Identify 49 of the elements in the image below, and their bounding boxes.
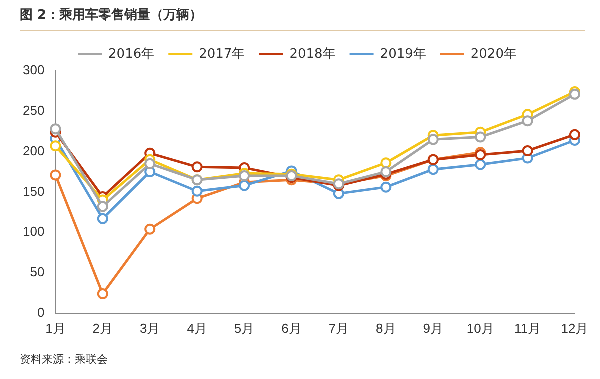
point — [475, 132, 486, 143]
y-tick-label: 250 — [22, 102, 45, 118]
text: 资料来源：乘联会 — [20, 352, 108, 367]
point — [475, 159, 486, 170]
point — [239, 170, 250, 182]
x-tick-label: 8月 — [376, 320, 396, 336]
x-tick-label: 11月 — [514, 320, 542, 336]
point — [97, 201, 108, 212]
point — [522, 145, 534, 156]
point — [475, 150, 486, 161]
legend-label: 2020年 — [470, 46, 517, 62]
legend-label: 2017年 — [199, 46, 246, 62]
legend-label: 2019年 — [380, 46, 426, 62]
point — [50, 140, 62, 152]
point — [380, 182, 392, 193]
y-tick-label: 50 — [30, 264, 45, 280]
point — [192, 186, 203, 197]
x-tick-label: 3月 — [140, 320, 160, 336]
y-tick-label: 300 — [22, 62, 45, 78]
point — [522, 116, 534, 127]
x-tick-label: 10月 — [466, 320, 494, 336]
chart-title: 图 2：乘用车零售销量（万辆） — [20, 6, 585, 31]
x-tick-label: 4月 — [187, 320, 208, 336]
legend-label: 2018年 — [290, 46, 336, 62]
point — [570, 129, 580, 140]
point — [50, 170, 62, 181]
y-tick-label: 200 — [22, 143, 45, 158]
x-tick-label: 7月 — [328, 320, 350, 336]
x-tick-label: 12月 — [561, 320, 589, 336]
y-tick-label: 0 — [37, 304, 45, 320]
point — [97, 288, 108, 300]
point — [380, 158, 392, 169]
point — [380, 166, 392, 178]
x-tick-label: 6月 — [282, 320, 302, 336]
point — [428, 164, 439, 176]
point — [192, 162, 203, 173]
point — [239, 180, 250, 192]
point — [50, 124, 62, 135]
y-tick-label: 100 — [22, 224, 45, 240]
point — [144, 224, 156, 235]
point — [428, 134, 439, 146]
legend-label: 2016年 — [108, 46, 155, 62]
point — [97, 213, 108, 224]
x-tick-label: 9月 — [423, 320, 444, 336]
y-tick-label: 150 — [22, 184, 45, 199]
x-tick-label: 1月 — [46, 320, 66, 336]
point — [144, 158, 156, 170]
x-tick-label: 2月 — [92, 320, 114, 336]
x-tick-label: 5月 — [234, 320, 255, 336]
